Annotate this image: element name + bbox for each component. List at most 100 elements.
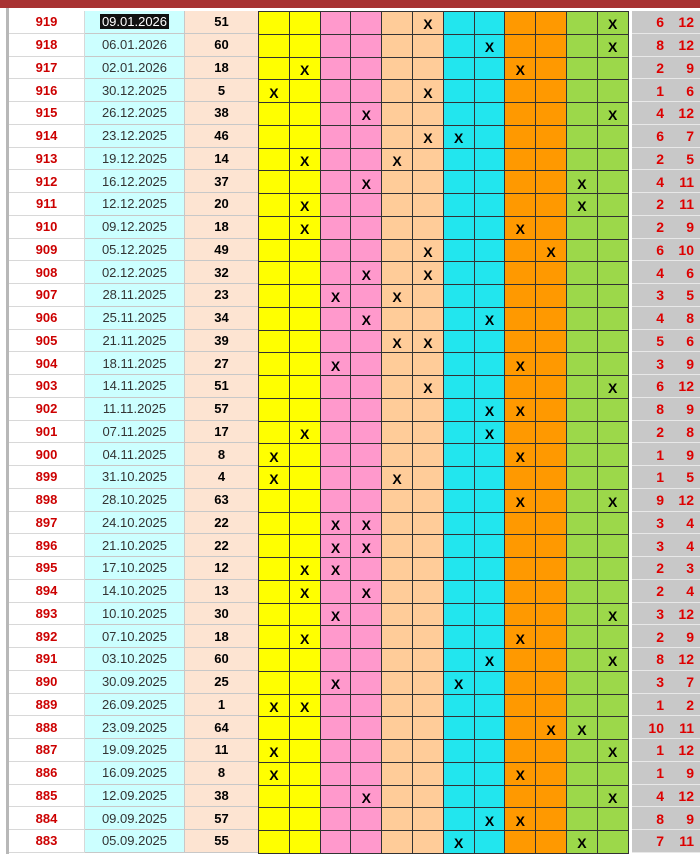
- date-cell[interactable]: 25.11.2025: [85, 306, 185, 330]
- mark-cell: [473, 11, 506, 35]
- date-cell[interactable]: 11.11.2025: [85, 397, 185, 421]
- date-cell[interactable]: 30.12.2025: [85, 79, 185, 102]
- mark-cell: [473, 670, 506, 695]
- date-cell[interactable]: 31.10.2025: [85, 466, 185, 489]
- date-cell[interactable]: 12.12.2025: [85, 193, 185, 216]
- mark-cell: [412, 56, 444, 81]
- date-cell[interactable]: 02.12.2025: [85, 261, 185, 284]
- mark-cell: [473, 761, 506, 786]
- mark-cell: [412, 648, 444, 672]
- date-cell[interactable]: 02.01.2026: [85, 56, 185, 80]
- pair-b: 9: [686, 219, 694, 236]
- date-cell[interactable]: 14.11.2025: [85, 375, 185, 398]
- date-cell[interactable]: 05.12.2025: [85, 238, 185, 262]
- date-cell[interactable]: 07.10.2025: [85, 625, 185, 648]
- pair-cell: [632, 306, 700, 330]
- x-mark: X: [269, 698, 279, 715]
- mark-cell: [566, 466, 598, 490]
- date-cell[interactable]: 23.12.2025: [85, 124, 185, 148]
- value-cell: 22: [185, 534, 258, 557]
- mark-cell: [350, 830, 383, 854]
- pair-cell: [632, 33, 700, 57]
- date-text: 05.09.2025: [101, 833, 168, 849]
- mark-cell: [473, 352, 506, 376]
- date-cell[interactable]: 28.10.2025: [85, 488, 185, 512]
- mark-cell: [566, 261, 598, 285]
- pair-b: 11: [679, 833, 694, 850]
- mark-cell: [442, 784, 475, 809]
- date-cell[interactable]: 24.10.2025: [85, 511, 185, 535]
- mark-cell: [473, 375, 506, 399]
- mark-cell: [442, 329, 475, 354]
- date-cell[interactable]: 17.10.2025: [85, 557, 185, 580]
- mark-cell: [442, 761, 475, 786]
- date-cell[interactable]: 16.12.2025: [85, 170, 185, 193]
- row-id: 915: [9, 102, 85, 125]
- mark-cell: [258, 397, 290, 422]
- mark-cell: [288, 284, 321, 308]
- mark-cell: [442, 807, 475, 831]
- mark-cell: [442, 511, 475, 536]
- date-cell[interactable]: 21.10.2025: [85, 534, 185, 557]
- date-cell[interactable]: 19.09.2025: [85, 739, 185, 762]
- x-mark: X: [269, 767, 279, 784]
- date-cell[interactable]: 19.12.2025: [85, 147, 185, 171]
- value-cell: 17: [185, 420, 258, 444]
- mark-cell: [412, 147, 444, 172]
- mark-cell: [412, 511, 444, 536]
- x-mark: X: [300, 585, 310, 602]
- value-cell: 51: [185, 11, 258, 34]
- date-cell[interactable]: 06.01.2026: [85, 33, 185, 57]
- x-mark: X: [608, 653, 618, 670]
- date-cell[interactable]: 09.09.2025: [85, 807, 185, 830]
- pair-a: 2: [656, 196, 664, 213]
- mark-cell: [473, 215, 506, 240]
- date-cell[interactable]: 04.11.2025: [85, 443, 185, 466]
- x-mark: X: [484, 312, 495, 329]
- date-cell[interactable]: 05.09.2025: [85, 830, 185, 853]
- date-cell[interactable]: 12.09.2025: [85, 784, 185, 808]
- x-mark: X: [361, 516, 371, 533]
- pair-b: 5: [686, 150, 694, 167]
- date-cell[interactable]: 14.10.2025: [85, 579, 185, 603]
- date-cell[interactable]: 26.12.2025: [85, 102, 185, 125]
- date-cell[interactable]: 23.09.2025: [85, 716, 185, 739]
- mark-cell: [535, 830, 567, 854]
- row-id: 900: [9, 443, 85, 466]
- pair-b: 9: [686, 59, 694, 76]
- pair-cell: [632, 420, 700, 444]
- row-id: 906: [9, 306, 85, 330]
- date-cell[interactable]: 16.09.2025: [85, 761, 185, 785]
- mark-cell: [566, 306, 598, 331]
- pair-cell: [632, 807, 700, 830]
- value-cell: 34: [185, 306, 258, 330]
- value-cell: 51: [185, 375, 258, 398]
- date-cell[interactable]: 09.12.2025: [85, 215, 185, 239]
- value-cell: 13: [185, 579, 258, 603]
- date-cell[interactable]: 10.10.2025: [85, 602, 185, 626]
- date-cell[interactable]: 26.09.2025: [85, 693, 185, 717]
- mark-cell: [319, 716, 352, 740]
- date-cell[interactable]: 07.11.2025: [85, 420, 185, 444]
- x-mark: X: [361, 266, 371, 283]
- mark-cell: [596, 670, 629, 695]
- mark-cell: [442, 625, 475, 649]
- date-cell[interactable]: 18.11.2025: [85, 352, 185, 375]
- date-cell[interactable]: 28.11.2025: [85, 284, 185, 307]
- mark-cell: [381, 261, 413, 285]
- mark-cell: [258, 420, 290, 445]
- date-cell[interactable]: 30.09.2025: [85, 670, 185, 694]
- mark-cell: [319, 739, 352, 763]
- date-cell[interactable]: 09.01.2026: [85, 11, 185, 34]
- pair-a: 8: [656, 37, 664, 54]
- mark-cell: [535, 579, 567, 604]
- pair-a: 7: [656, 833, 664, 850]
- x-mark: X: [577, 835, 587, 852]
- mark-cell: [319, 238, 352, 263]
- mark-cell: [504, 648, 537, 672]
- date-cell[interactable]: 21.11.2025: [85, 329, 185, 353]
- mark-cell: [258, 102, 290, 126]
- mark-cell: [381, 784, 413, 809]
- mark-cell: [288, 488, 321, 513]
- date-cell[interactable]: 03.10.2025: [85, 648, 185, 671]
